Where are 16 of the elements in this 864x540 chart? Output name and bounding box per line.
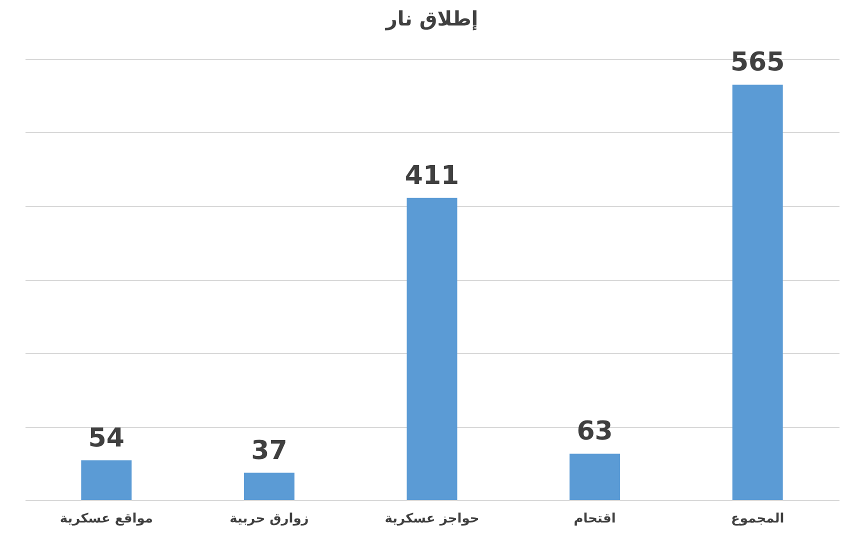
bar	[81, 460, 132, 500]
bar	[244, 472, 294, 500]
data-label: 565	[730, 48, 785, 78]
x-tick-label: مواقع عسكرية	[60, 512, 153, 526]
x-tick-label: اقتحام	[574, 512, 616, 526]
bar	[570, 454, 620, 500]
x-tick-label: المجموع	[731, 512, 784, 526]
data-label: 54	[88, 423, 124, 454]
data-label: 63	[576, 416, 613, 447]
x-tick-label: زوارق حربية	[230, 512, 309, 526]
bar	[732, 84, 783, 500]
data-label: 411	[404, 160, 460, 191]
x-tick-label: حواجز عسكرية	[384, 512, 480, 526]
data-label: 37	[251, 436, 288, 466]
bar	[406, 198, 458, 500]
chart-title: إطلاق نار	[384, 6, 478, 31]
